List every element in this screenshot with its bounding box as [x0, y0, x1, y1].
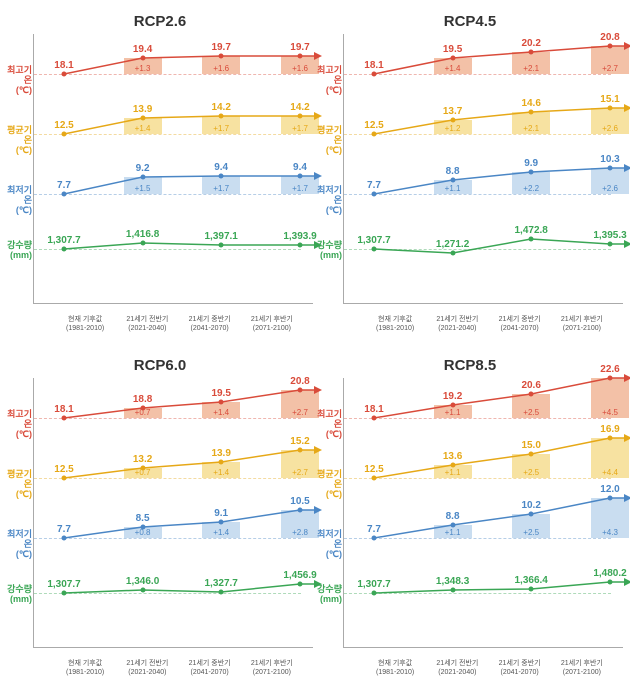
data-point: [608, 242, 613, 247]
panel-title: RCP2.6: [5, 5, 315, 34]
x-axis-label: 21세기 전반기(2021-2040): [426, 660, 488, 677]
y-axis-label: 최저기온(℃): [4, 186, 32, 216]
data-point: [219, 243, 224, 248]
chart-panel: RCP6.0최고기온(℃)+0.7+1.4+2.718.118.819.520.…: [5, 349, 315, 689]
data-value: 1,346.0: [126, 576, 159, 587]
data-value: 1,307.7: [357, 235, 390, 246]
panel-title: RCP8.5: [315, 349, 625, 378]
x-axis-label: 21세기 전반기(2021-2040): [116, 660, 178, 677]
x-axis-label: 21세기 후반기(2071-2100): [241, 660, 303, 677]
x-axis-labels: 현재 기후값(1981-2010)21세기 전반기(2021-2040)21세기…: [364, 316, 613, 333]
data-point: [450, 588, 455, 593]
chart-area: 최고기온(℃)+1.1+2.5+4.518.119.220.622.6평균기온(…: [343, 378, 623, 648]
data-point: [62, 247, 67, 252]
y-axis-label: 최고기온(℃): [314, 410, 342, 440]
data-point: [140, 241, 145, 246]
data-point: [140, 588, 145, 593]
x-axis-label: 21세기 중반기(2041-2070): [179, 660, 241, 677]
x-axis-labels: 현재 기후값(1981-2010)21세기 전반기(2021-2040)21세기…: [54, 660, 303, 677]
data-point: [529, 237, 534, 242]
x-axis-label: 21세기 중반기(2041-2070): [489, 316, 551, 333]
x-axis-label: 21세기 전반기(2021-2040): [426, 316, 488, 333]
data-point: [62, 591, 67, 596]
data-value: 1,327.7: [204, 578, 237, 589]
data-point: [219, 590, 224, 595]
chart-panel: RCP4.5최고기온(℃)+1.4+2.1+2.718.119.520.220.…: [315, 5, 625, 345]
data-point: [372, 247, 377, 252]
chart-panel: RCP8.5최고기온(℃)+1.1+2.5+4.518.119.220.622.…: [315, 349, 625, 689]
data-point: [372, 591, 377, 596]
data-value: 1,307.7: [47, 579, 80, 590]
y-axis-label: 강수량(mm): [4, 585, 32, 605]
data-value: 22.6: [600, 364, 619, 375]
y-axis-label: 최저기온(℃): [4, 530, 32, 560]
y-axis-label: 최저기온(℃): [314, 186, 342, 216]
x-axis-label: 21세기 후반기(2071-2100): [551, 660, 613, 677]
chart-area: 최고기온(℃)+1.3+1.6+1.618.119.419.719.7평균기온(…: [33, 34, 313, 304]
chart-area: 최고기온(℃)+1.4+2.1+2.718.119.520.220.8평균기온(…: [343, 34, 623, 304]
data-point: [608, 580, 613, 585]
data-point: [298, 582, 303, 587]
chart-panel: RCP2.6최고기온(℃)+1.3+1.6+1.618.119.419.719.…: [5, 5, 315, 345]
series-line: [34, 34, 313, 303]
data-value: 1,366.4: [514, 575, 547, 586]
x-axis-labels: 현재 기후값(1981-2010)21세기 전반기(2021-2040)21세기…: [364, 660, 613, 677]
data-value: 1,348.3: [436, 576, 469, 587]
x-axis-label: 현재 기후값(1981-2010): [54, 316, 116, 333]
x-axis-label: 21세기 전반기(2021-2040): [116, 316, 178, 333]
data-value: 1,397.1: [204, 231, 237, 242]
data-value: 1,456.9: [283, 570, 316, 581]
data-value: 1,472.8: [514, 225, 547, 236]
series-line: [344, 378, 623, 647]
y-axis-label: 최고기온(℃): [4, 66, 32, 96]
y-axis-label: 최고기온(℃): [4, 410, 32, 440]
x-axis-labels: 현재 기후값(1981-2010)21세기 전반기(2021-2040)21세기…: [54, 316, 303, 333]
y-axis-label: 평균기온(℃): [314, 126, 342, 156]
data-value: 1,307.7: [357, 579, 390, 590]
panel-title: RCP4.5: [315, 5, 625, 34]
y-axis-label: 평균기온(℃): [4, 126, 32, 156]
series-line: [344, 34, 623, 303]
y-axis-label: 강수량(mm): [4, 241, 32, 261]
panel-title: RCP6.0: [5, 349, 315, 378]
data-point: [298, 243, 303, 248]
y-axis-label: 강수량(mm): [314, 585, 342, 605]
data-point: [450, 251, 455, 256]
y-axis-label: 강수량(mm): [314, 241, 342, 261]
data-value: 1,271.2: [436, 239, 469, 250]
data-point: [529, 587, 534, 592]
data-value: 1,480.2: [593, 568, 626, 579]
chart-area: 최고기온(℃)+0.7+1.4+2.718.118.819.520.8평균기온(…: [33, 378, 313, 648]
y-axis-label: 최고기온(℃): [314, 66, 342, 96]
x-axis-label: 21세기 중반기(2041-2070): [489, 660, 551, 677]
x-axis-label: 21세기 후반기(2071-2100): [551, 316, 613, 333]
x-axis-label: 21세기 중반기(2041-2070): [179, 316, 241, 333]
y-axis-label: 평균기온(℃): [4, 470, 32, 500]
data-value: 1,395.3: [593, 230, 626, 241]
y-axis-label: 평균기온(℃): [314, 470, 342, 500]
x-axis-label: 현재 기후값(1981-2010): [54, 660, 116, 677]
x-axis-label: 현재 기후값(1981-2010): [364, 316, 426, 333]
data-value: 1,393.9: [283, 231, 316, 242]
x-axis-label: 현재 기후값(1981-2010): [364, 660, 426, 677]
data-value: 1,307.7: [47, 235, 80, 246]
series-line: [34, 378, 313, 647]
y-axis-label: 최저기온(℃): [314, 530, 342, 560]
data-value: 1,416.8: [126, 229, 159, 240]
x-axis-label: 21세기 후반기(2071-2100): [241, 316, 303, 333]
